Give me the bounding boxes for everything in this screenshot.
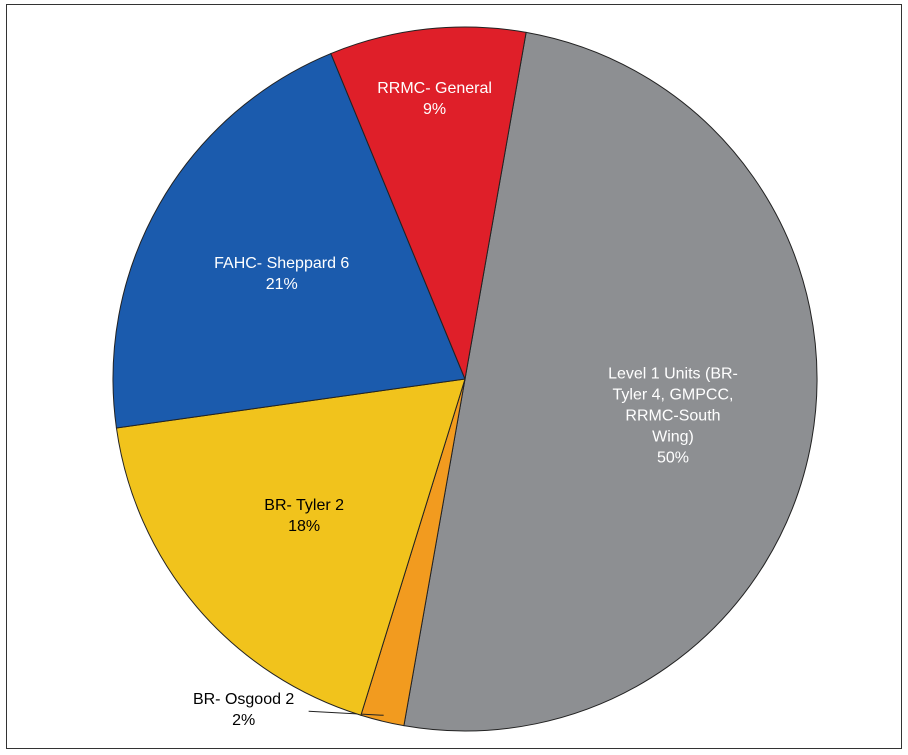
pie-slice bbox=[330, 26, 527, 381]
slice-percent: 2% bbox=[232, 712, 256, 730]
chart-frame bbox=[6, 4, 902, 749]
pie-slice bbox=[115, 378, 466, 716]
slice-name: BR- Tyler 2 bbox=[264, 496, 345, 514]
pie-slice bbox=[112, 52, 466, 429]
slice-label: BR- Osgood 2 2% bbox=[193, 689, 294, 731]
slice-label: Level 1 Units (BR-Tyler 4, GMPCC, RRMC-S… bbox=[605, 363, 740, 468]
leader-line bbox=[308, 710, 384, 716]
slice-name: FAHC- Sheppard 6 bbox=[214, 255, 350, 273]
slice-percent: 50% bbox=[656, 449, 689, 467]
slice-label: RRMC- General 9% bbox=[377, 78, 492, 120]
slice-label: FAHC- Sheppard 6 21% bbox=[214, 253, 349, 295]
slice-percent: 9% bbox=[423, 101, 447, 119]
slice-label: BR- Tyler 2 18% bbox=[264, 495, 344, 537]
pie-slice bbox=[403, 31, 818, 732]
slice-percent: 21% bbox=[265, 276, 298, 294]
slice-name: Level 1 Units (BR-Tyler 4, GMPCC, RRMC-S… bbox=[608, 365, 738, 446]
slice-name: RRMC- General bbox=[377, 80, 492, 98]
slice-percent: 18% bbox=[288, 517, 321, 535]
slice-name: BR- Osgood 2 bbox=[192, 691, 295, 709]
